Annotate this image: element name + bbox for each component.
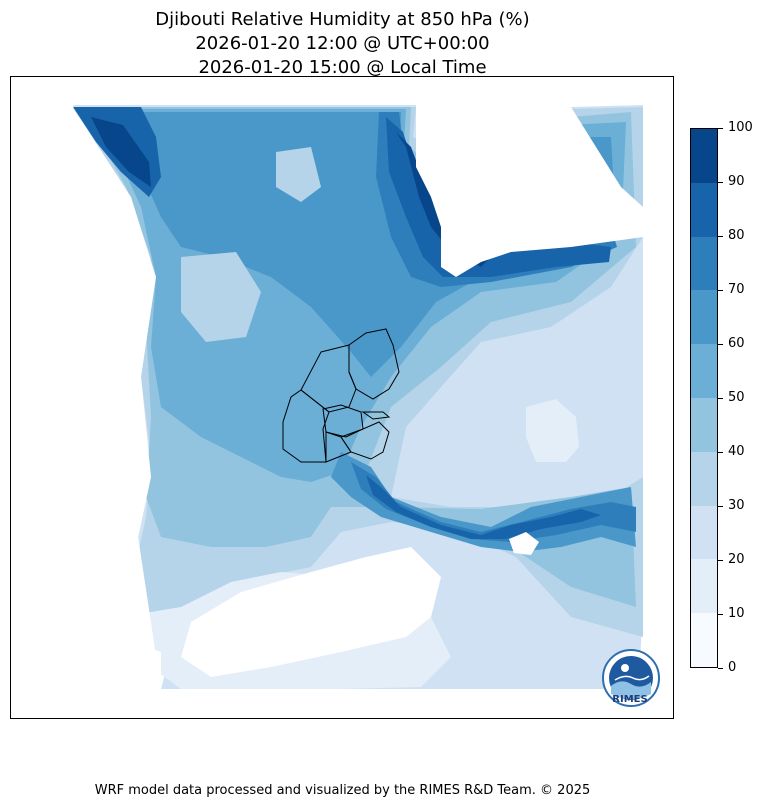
colorbar-ticks: 0 10 20 30 40 50 60 70 80 90 100 [718, 120, 762, 675]
no-data-south [181, 547, 441, 677]
boundary-ali-sabieh [340, 421, 390, 460]
colorbar-segment [691, 451, 717, 506]
title-line-2: 2026-01-20 12:00 @ UTC+00:00 [195, 33, 490, 54]
rh-band-60-70 [106, 112, 616, 377]
boundary-dikhil-west [282, 389, 330, 463]
colorbar-segment [691, 236, 717, 291]
colorbar-tick-label: 70 [728, 282, 745, 297]
title-line-3: 2026-01-20 15:00 @ Local Time [198, 57, 487, 78]
colorbar-tick-label: 100 [728, 120, 753, 135]
colorbar-segment [691, 505, 717, 560]
colorbar-segment [691, 129, 717, 183]
rimes-logo-icon [602, 649, 660, 707]
humidity-map [11, 77, 673, 718]
boundary-dikhil-south [325, 431, 352, 463]
footer-credit: WRF model data processed and visualized … [94, 783, 591, 798]
colorbar-tick-label: 50 [728, 390, 745, 405]
colorbar-tick-label: 40 [728, 444, 745, 459]
colorbar-segment [691, 290, 717, 345]
colorbar-tick-label: 0 [728, 660, 737, 675]
djibouti-region-boundaries [282, 328, 400, 463]
boundary-djibouti-city [361, 411, 391, 420]
no-data-northeast [416, 105, 643, 277]
rh-band-80-90-south [366, 475, 601, 539]
map-panel [10, 76, 674, 719]
colorbar-tick-label: 60 [728, 336, 745, 351]
colorbar-tick-label: 10 [728, 606, 745, 621]
map-title: Djibouti Relative Humidity at 850 hPa (%… [0, 8, 685, 80]
colorbar-segment [691, 398, 717, 452]
colorbar-segment [691, 559, 717, 614]
rh-band-10-20-east [526, 399, 579, 462]
title-line-1: Djibouti Relative Humidity at 850 hPa (%… [155, 9, 530, 30]
rh-band-30-40-center [276, 147, 321, 202]
rh-band-30-40-west [181, 252, 261, 342]
colorbar [690, 128, 718, 668]
rh-band-90-100-northwest [91, 117, 151, 187]
colorbar-tick-label: 90 [728, 174, 745, 189]
no-data-frame-edge [11, 77, 673, 718]
colorbar-segment [691, 182, 717, 237]
rimes-logo-label: RIMES [612, 694, 648, 705]
colorbar-segment [691, 613, 717, 667]
colorbar-tick-label: 80 [728, 228, 745, 243]
colorbar-segment [691, 344, 717, 398]
no-data-southeast-hole [509, 532, 539, 555]
colorbar-tick-label: 20 [728, 552, 745, 567]
colorbar-tick-label: 30 [728, 498, 745, 513]
